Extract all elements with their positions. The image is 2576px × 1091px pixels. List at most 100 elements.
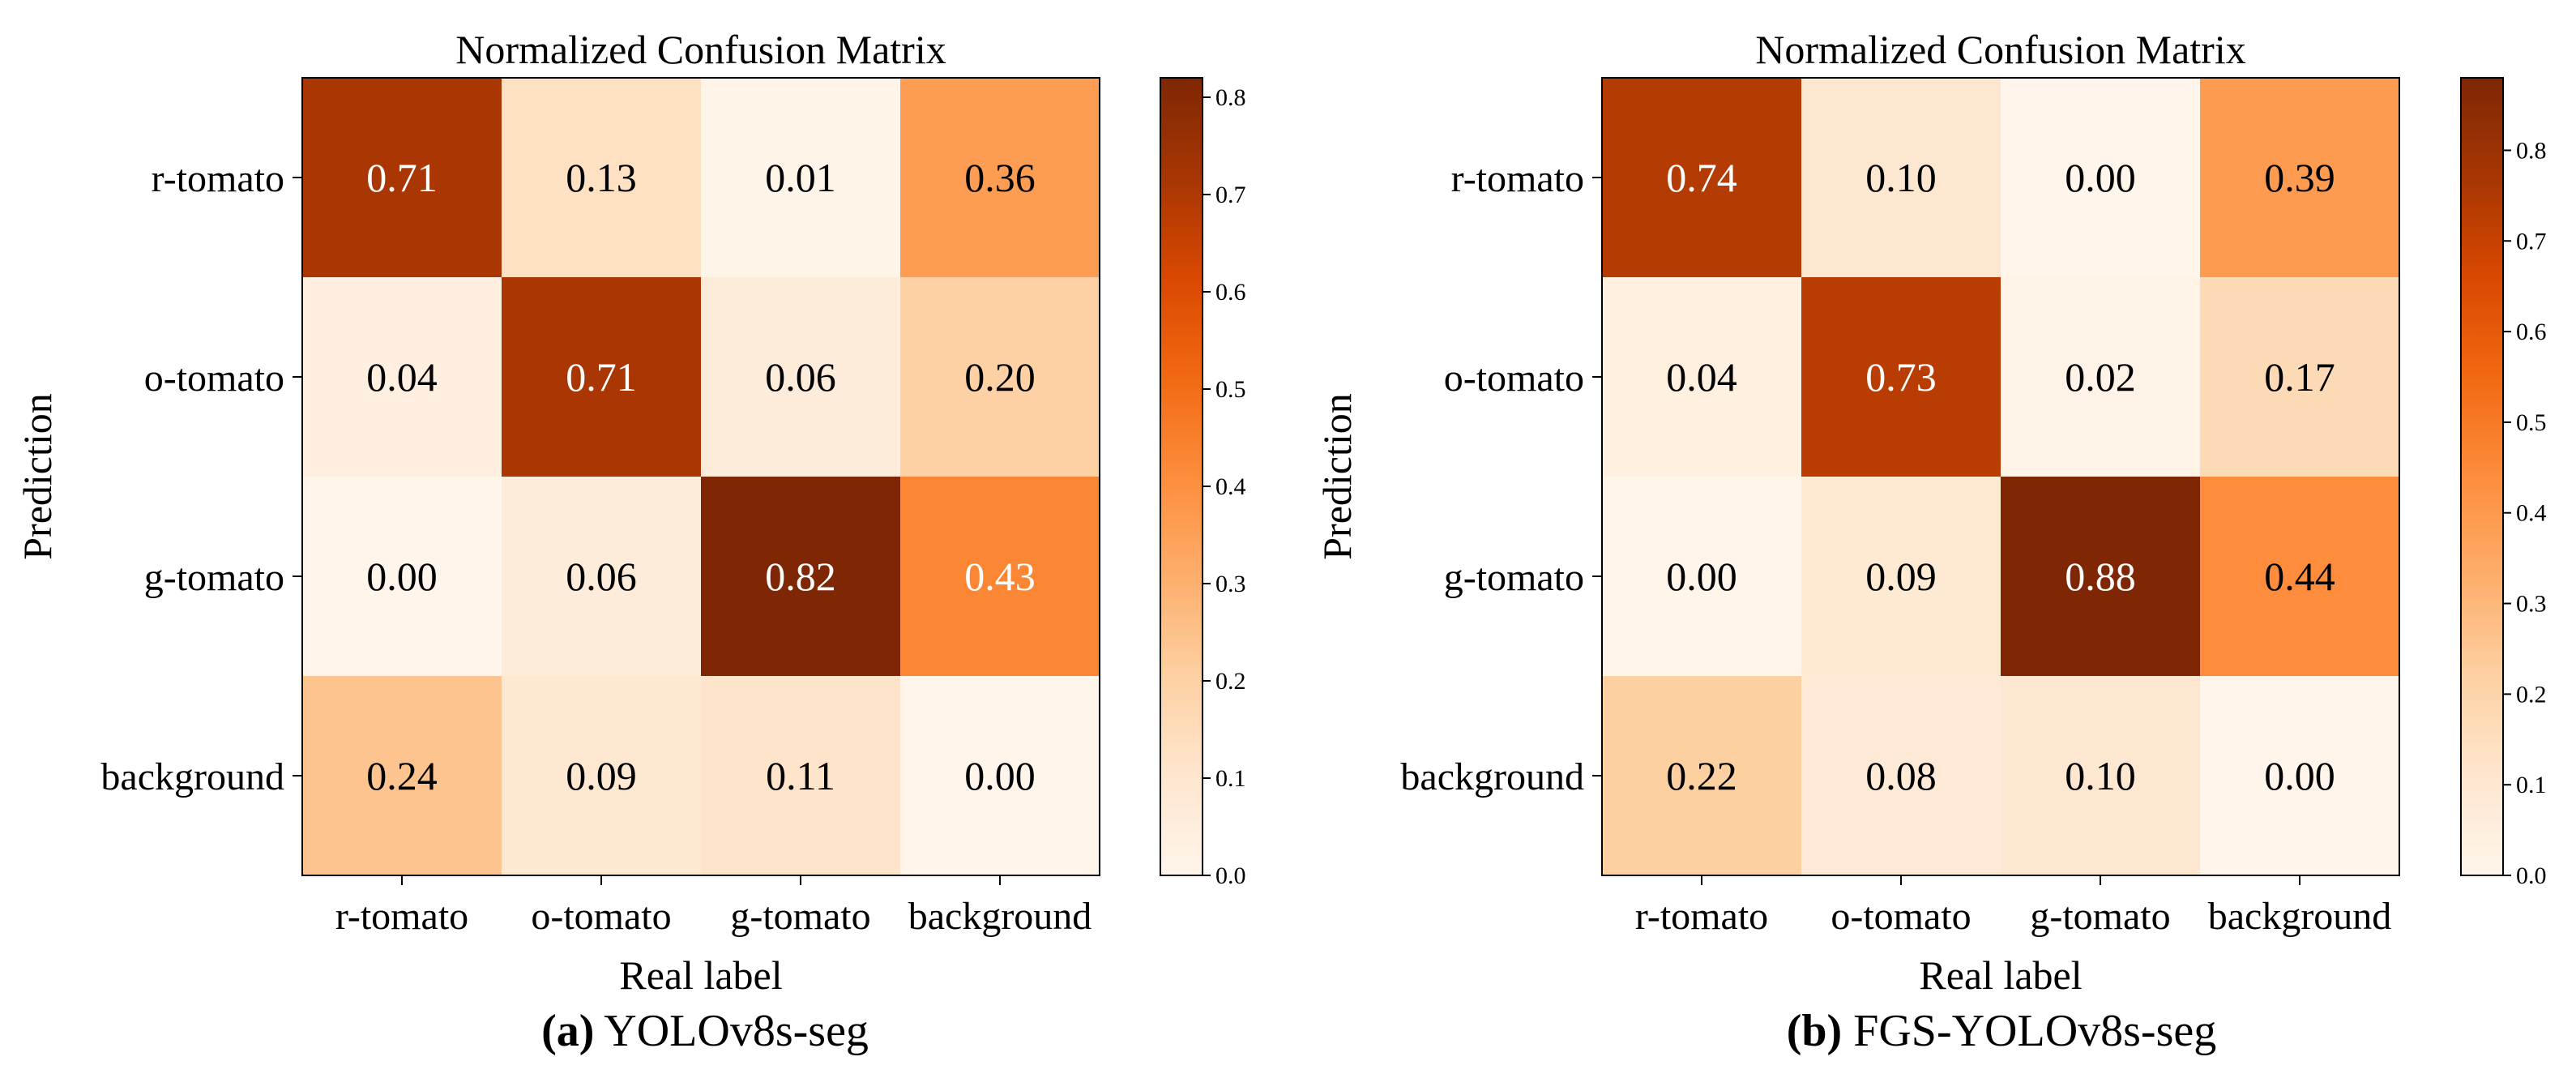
heatmap-cell bbox=[302, 676, 502, 875]
colorbar-tick-label: 0.1 bbox=[2516, 772, 2547, 798]
x-axis-label: Real label bbox=[619, 952, 782, 998]
cell-value-label: 0.13 bbox=[566, 155, 637, 200]
colorbar-tick-label: 0.4 bbox=[2516, 500, 2547, 527]
heatmap-cell bbox=[1801, 676, 2001, 875]
panel-a-confusion-matrix: Normalized Confusion Matrix 0.71 0.13 0.01 0… bbox=[15, 27, 1246, 998]
x-tick-label: background bbox=[908, 895, 1092, 938]
y-tick-label: o-tomato bbox=[1444, 357, 1584, 400]
cell-value-label: 0.06 bbox=[566, 554, 637, 599]
y-tick-label: background bbox=[1400, 755, 1584, 798]
y-axis-label: Prediction bbox=[1314, 393, 1360, 560]
heatmap-cell bbox=[302, 477, 502, 676]
panel-b-confusion-matrix: Normalized Confusion Matrix 0.74 0.10 0.00 0… bbox=[1314, 27, 2547, 998]
heatmap-cell bbox=[2001, 78, 2200, 277]
cell-value-label: 0.71 bbox=[566, 354, 637, 400]
cell-value-label: 0.01 bbox=[765, 155, 836, 200]
colorbar-tick-label: 0.4 bbox=[1215, 473, 1246, 500]
cell-value-label: 0.73 bbox=[1865, 354, 1937, 400]
cell-value-label: 0.39 bbox=[2264, 155, 2335, 200]
colorbar-tick-label: 0.6 bbox=[2516, 319, 2547, 345]
panel-b-caption-text: FGS-YOLOv8s-seg bbox=[1853, 1006, 2217, 1056]
colorbar-tick-label: 0.6 bbox=[1215, 279, 1246, 306]
heatmap-cell bbox=[302, 277, 502, 477]
heatmap-cell bbox=[1602, 676, 1801, 875]
cell-value-label: 0.00 bbox=[366, 554, 438, 599]
heatmap-cell bbox=[1602, 78, 1801, 277]
heatmap-cell bbox=[900, 676, 1100, 875]
panel-b-caption-letter: (b) bbox=[1786, 1006, 1843, 1056]
colorbar-tick-label: 0.8 bbox=[1215, 84, 1246, 111]
y-axis-label: Prediction bbox=[15, 393, 60, 560]
cell-value-label: 0.09 bbox=[566, 753, 637, 798]
cell-value-label: 0.00 bbox=[964, 753, 1036, 798]
y-tick-label: r-tomato bbox=[1451, 157, 1584, 200]
heatmap-cell bbox=[2200, 477, 2399, 676]
y-tick-label: o-tomato bbox=[144, 357, 284, 400]
colorbar-tick-label: 0.8 bbox=[2516, 137, 2547, 164]
y-tick-label: g-tomato bbox=[1444, 556, 1584, 599]
heatmap-frame bbox=[301, 77, 1100, 876]
cell-value-label: 0.04 bbox=[1666, 354, 1737, 400]
panel-b-caption: (b) FGS-YOLOv8s-seg bbox=[1588, 1005, 2415, 1062]
cell-value-label: 0.09 bbox=[1865, 554, 1937, 599]
cell-value-label: 0.82 bbox=[765, 554, 836, 599]
cell-value-label: 0.11 bbox=[766, 753, 835, 798]
x-tick-label: g-tomato bbox=[2030, 895, 2170, 938]
panel-b-title: Normalized Confusion Matrix bbox=[1755, 27, 2245, 72]
colorbar-tick-label: 0.7 bbox=[2516, 228, 2547, 255]
cell-value-label: 0.04 bbox=[366, 354, 438, 400]
cell-value-label: 0.20 bbox=[964, 354, 1036, 400]
cell-value-label: 0.43 bbox=[964, 554, 1036, 599]
heatmap-cell bbox=[1801, 78, 2001, 277]
heatmap-cell bbox=[2001, 477, 2200, 676]
cell-value-label: 0.17 bbox=[2264, 354, 2335, 400]
heatmap-cell bbox=[2001, 676, 2200, 875]
x-tick-label: o-tomato bbox=[531, 895, 671, 938]
heatmap-cell bbox=[502, 477, 701, 676]
y-tick-label: g-tomato bbox=[144, 556, 284, 599]
cell-value-label: 0.10 bbox=[1865, 155, 1937, 200]
cell-value-label: 0.00 bbox=[2264, 753, 2335, 798]
heatmap-cell bbox=[1602, 277, 1801, 477]
colorbar-tick-label: 0.5 bbox=[2516, 409, 2547, 436]
x-tick-label: r-tomato bbox=[335, 895, 468, 938]
panel-a-title: Normalized Confusion Matrix bbox=[455, 27, 946, 72]
cell-value-label: 0.44 bbox=[2264, 554, 2335, 599]
cell-value-label: 0.10 bbox=[2065, 753, 2136, 798]
colorbar bbox=[2460, 77, 2504, 876]
cell-value-label: 0.88 bbox=[2065, 554, 2136, 599]
heatmap-cell bbox=[900, 277, 1100, 477]
heatmap-cell bbox=[701, 277, 900, 477]
x-axis-label: Real label bbox=[1919, 952, 2082, 998]
colorbar-tick-label: 0.2 bbox=[2516, 681, 2547, 708]
heatmap-cell bbox=[2200, 277, 2399, 477]
heatmap-cell bbox=[502, 78, 701, 277]
cell-value-label: 0.22 bbox=[1666, 753, 1737, 798]
cell-value-label: 0.71 bbox=[366, 155, 438, 200]
colorbar bbox=[1160, 77, 1203, 876]
heatmap-cell bbox=[2200, 676, 2399, 875]
colorbar-tick-label: 0.2 bbox=[1215, 668, 1246, 695]
x-tick-label: r-tomato bbox=[1635, 895, 1768, 938]
cell-value-label: 0.00 bbox=[1666, 554, 1737, 599]
heatmap-cell bbox=[701, 78, 900, 277]
colorbar-tick-label: 0.3 bbox=[2516, 591, 2547, 618]
y-tick-label: r-tomato bbox=[152, 157, 284, 200]
cell-value-label: 0.00 bbox=[2065, 155, 2136, 200]
heatmap-cell bbox=[502, 277, 701, 477]
cell-value-label: 0.06 bbox=[765, 354, 836, 400]
heatmap-cell bbox=[900, 78, 1100, 277]
heatmap-cell bbox=[502, 676, 701, 875]
panel-a-caption: (a) YOLOv8s-seg bbox=[292, 1005, 1118, 1062]
cell-value-label: 0.08 bbox=[1865, 753, 1937, 798]
heatmap-cell bbox=[701, 676, 900, 875]
heatmap-cell bbox=[1801, 277, 2001, 477]
cell-value-label: 0.02 bbox=[2065, 354, 2136, 400]
colorbar-tick-label: 0.1 bbox=[1215, 765, 1246, 792]
heatmap-cell bbox=[2001, 277, 2200, 477]
colorbar-tick-label: 0.3 bbox=[1215, 571, 1246, 597]
x-tick-label: background bbox=[2208, 895, 2392, 938]
heatmap-cell bbox=[701, 477, 900, 676]
colorbar-tick-label: 0.0 bbox=[2516, 862, 2547, 889]
